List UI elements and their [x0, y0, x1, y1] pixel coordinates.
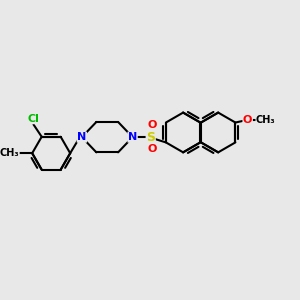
- Text: Cl: Cl: [28, 114, 39, 124]
- Text: N: N: [128, 132, 137, 142]
- Text: O: O: [148, 144, 157, 154]
- Text: S: S: [146, 130, 155, 144]
- Text: O: O: [148, 121, 157, 130]
- Text: CH₃: CH₃: [0, 148, 19, 158]
- Text: N: N: [77, 132, 86, 142]
- Text: O: O: [243, 115, 252, 125]
- Text: CH₃: CH₃: [256, 115, 276, 125]
